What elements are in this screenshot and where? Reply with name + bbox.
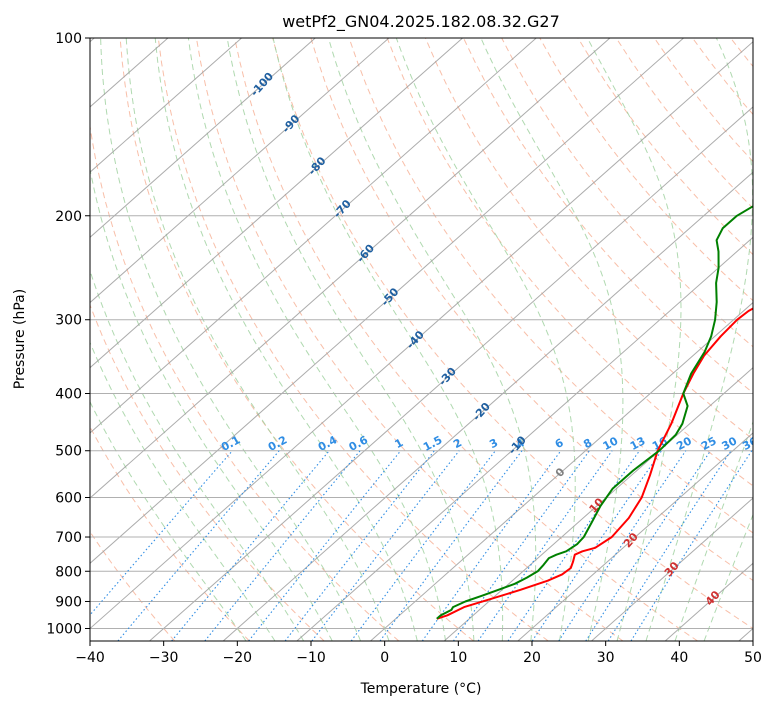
x-tick-label: −40 [75,650,105,666]
mixing-ratio-line [607,450,732,641]
isotherm-line [90,38,463,369]
moist-adiabat [645,38,753,641]
plot-frame [89,37,754,642]
y-tick-label: 200 [55,209,82,225]
dry-adiabat [272,38,753,630]
mixing-ratio-line [311,450,460,641]
y-tick-label: 100 [55,31,82,47]
dry-adiabat [119,38,474,641]
mixing-ratio-label: 16 [650,434,670,453]
isotherm-line [517,432,753,641]
chart-title: wetPf2_GN04.2025.182.08.32.G27 [282,12,560,32]
moist-adiabat [90,400,247,641]
mixing-ratio-line [379,450,523,641]
isotherm-line [443,367,753,641]
dry-adiabat [539,38,753,302]
mixing-ratio-line [477,450,613,641]
mixing-ratio-line [531,450,663,641]
x-tick-label: −30 [149,650,179,666]
y-tick-label: 700 [55,530,82,546]
isotherm-line [296,236,753,641]
y-tick-label: 600 [55,490,82,506]
mixing-ratio-label: 20 [674,434,694,453]
moist-adiabat [703,513,753,641]
axes: −40 −30 −20 −10 0 10 20 30 40 50 100 200 300 400 500 60… [46,31,762,666]
isotherm-line [591,497,753,641]
mixing-ratio-label: 25 [699,434,719,453]
isotherm-line [90,38,684,564]
x-tick-label: 20 [523,650,541,666]
mixing-ratio-line [171,450,330,641]
moist-adiabat [674,420,753,641]
isotherm-line [90,38,390,304]
isotherm-line [90,38,316,239]
dry-adiabat [769,38,775,641]
moist-adiabat [125,38,390,641]
moist-adiabat [272,38,504,641]
isotherm-line [222,171,753,641]
moist-adiabat [187,38,447,641]
moist-adiabat [586,38,682,641]
isotherm-line [90,38,242,173]
x-axis-label: Temperature (°C) [360,681,482,697]
dry-adiabat [90,530,176,641]
dry-adiabat [501,38,753,348]
dry-adiabat [386,38,753,487]
mixing-ratio-label: 30 [720,434,740,453]
x-tick-label: 10 [449,650,467,666]
dry-adiabat [463,38,753,394]
mixing-ratio-label: 10 [601,434,621,453]
mixing-ratio-line [248,450,402,641]
dry-adiabat [157,38,549,641]
dewpoint-profile-line [436,205,753,620]
mixing-ratio-line [350,450,496,641]
mixing-ratio-line [117,450,280,641]
y-tick-label: 400 [55,387,82,403]
isotherm-line [90,38,537,434]
sounding-profiles [436,205,753,620]
y-axis-label: Pressure (hPa) [12,289,28,389]
mixing-ratio-line [452,450,590,641]
mixing-ratio-label: 13 [628,434,648,453]
y-tick-label: 1000 [46,621,82,637]
x-tick-label: 0 [380,650,389,666]
moist-adiabat [90,166,333,641]
x-tick-label: 50 [744,650,762,666]
x-tick-label: 40 [670,650,688,666]
y-tick-label: 300 [55,313,82,329]
moist-adiabat [328,38,537,641]
moist-adiabat [90,341,276,641]
mixing-ratio-line [585,450,711,641]
isotherm-line [90,38,611,499]
x-tick-label: −20 [223,650,253,666]
isotherm-line [149,106,753,641]
mixing-ratio-line [204,450,361,641]
moist-adiabat [480,38,624,641]
y-tick-label: 900 [55,594,82,610]
dry-adiabat [310,38,753,582]
dry-adiabat [195,38,624,641]
mixing-ratio-label: 36 [740,434,760,453]
y-tick-label: 800 [55,564,82,580]
mixing-ratio-line [507,450,640,641]
y-tick-label: 500 [55,444,82,460]
moist-adiabat [100,38,362,641]
isotherm-line [370,301,753,641]
isotherm-line [90,41,753,630]
dry-adiabat [424,38,753,440]
moist-adiabat [154,38,418,641]
x-tick-label: 30 [597,650,615,666]
x-tick-label: −10 [296,650,326,666]
plot-background [90,38,753,641]
mixing-ratio-line [558,450,687,641]
